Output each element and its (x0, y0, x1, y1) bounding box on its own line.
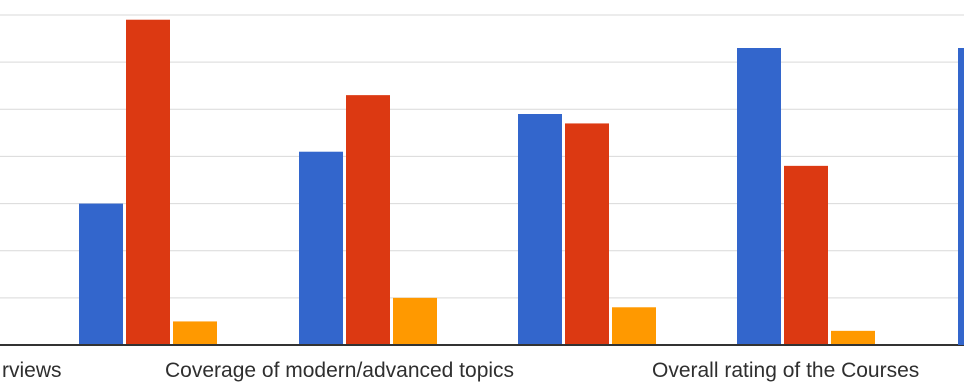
bar-series3-cat1 (173, 321, 217, 345)
bar-series1-cat4 (737, 48, 781, 345)
bar-series3-cat4 (831, 330, 875, 345)
bar-series1-cat4-edge (958, 48, 964, 345)
category-labels: rviews Coverage of modern/advanced topics… (2, 359, 919, 382)
bar-series2-cat4 (784, 165, 828, 345)
bar-series2-cat3 (565, 123, 609, 345)
bar-series1-cat3 (518, 114, 562, 345)
bar-series1-cat2 (299, 151, 343, 345)
clipped-bar-group (958, 48, 964, 345)
bars (79, 19, 875, 346)
bar-series1-cat1 (79, 203, 123, 345)
category-label-3: Overall rating of the Courses (652, 359, 919, 382)
category-label-2: Coverage of modern/advanced topics (165, 359, 514, 382)
bar-series3-cat2 (393, 297, 437, 345)
bar-series2-cat1 (126, 19, 170, 345)
bar-series2-cat2 (346, 95, 390, 346)
bar-series3-cat3 (612, 307, 656, 345)
category-label-1: rviews (2, 359, 62, 382)
